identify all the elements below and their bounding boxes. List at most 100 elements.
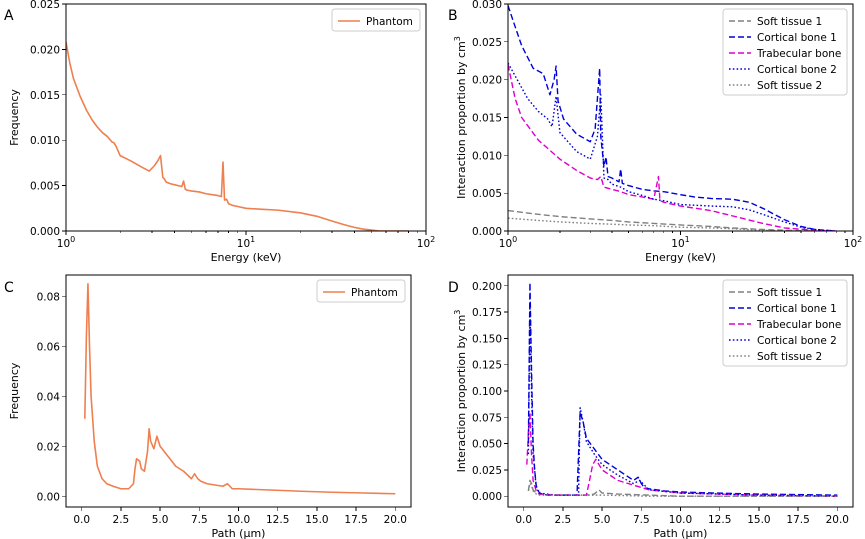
y-tick-label: 0.000	[472, 491, 502, 503]
x-tick-label: 100	[57, 235, 75, 250]
legend-frame	[331, 8, 421, 32]
y-tick-label: 0.025	[472, 37, 502, 49]
y-tick-label: 0.150	[472, 333, 502, 345]
y-tick-label: 0.030	[472, 0, 502, 11]
y-tick-label: 0.005	[472, 188, 502, 200]
legend-label: Soft tissue 2	[757, 351, 822, 363]
x-tick-label: 12.5	[708, 514, 731, 526]
legend-label: Phantom	[351, 287, 398, 299]
y-tick-label: 0.100	[472, 386, 502, 398]
legend: Phantom	[316, 279, 406, 303]
y-tick-label: 0.075	[472, 412, 502, 424]
x-tick-label: 15.0	[305, 514, 328, 526]
x-tick-label: 2.5	[113, 514, 130, 526]
series-line-soft-tissue-2	[508, 217, 815, 231]
x-tick-label: 17.5	[786, 514, 809, 526]
x-axis-label: Path (µm)	[654, 527, 708, 539]
x-tick-label: 0.0	[73, 514, 90, 526]
x-tick-label: 100	[499, 235, 517, 250]
y-axis-label: Frequency	[8, 89, 21, 146]
y-tick-label: 0.010	[30, 135, 60, 147]
x-tick-label: 101	[671, 235, 689, 250]
y-tick-label: 0.000	[30, 226, 60, 238]
x-tick-label: 20.0	[826, 514, 849, 526]
x-tick-label: 15.0	[747, 514, 770, 526]
x-axis-label: Energy (keV)	[645, 251, 716, 264]
series-group	[508, 5, 837, 231]
panel-d: D 0.0 2.5 5.0 7.5 10.0 12.5 15.0 17.5 20.0 0.000 0.…	[448, 274, 854, 539]
legend-label: Soft tissue 2	[757, 80, 822, 92]
legend-frame	[722, 279, 848, 367]
legend-frame	[316, 279, 406, 303]
y-tick-label: 0.000	[472, 226, 502, 238]
series-line-phantom	[66, 41, 409, 231]
panel-letter: B	[448, 8, 458, 24]
x-tick-label: 10.0	[669, 514, 692, 526]
series-line-phantom	[84, 282, 396, 495]
legend-frame	[722, 8, 848, 96]
y-tick-label: 0.010	[472, 150, 502, 162]
y-tick-label: 0.08	[37, 291, 60, 303]
legend: Phantom	[331, 8, 421, 32]
x-tick-label: 7.5	[633, 514, 650, 526]
panel-letter: C	[4, 280, 14, 296]
y-tick-label: 0.025	[472, 465, 502, 477]
plot-frame	[65, 274, 412, 508]
series-line-trabecular-bone	[526, 411, 838, 497]
legend-label: Cortical bone 1	[757, 303, 837, 315]
y-axis-label: Interaction proportion by cm3	[453, 36, 468, 199]
series-group	[526, 281, 838, 497]
x-tick-label: 102	[417, 235, 435, 250]
panel-a: A 100 101 102 0.000 0.005 0.010 0.015 0.020 0.025…	[4, 0, 435, 264]
x-axis-label: Path (µm)	[212, 527, 266, 539]
y-tick-label: 0.175	[472, 307, 502, 319]
legend-label: Phantom	[366, 16, 413, 28]
legend-label: Soft tissue 1	[757, 287, 822, 299]
x-tick-label: 20.0	[384, 514, 407, 526]
legend: Soft tissue 1 Cortical bone 1 Trabecular b…	[722, 8, 848, 96]
series-line-cortical-bone-2	[508, 62, 837, 231]
y-axis-label: Frequency	[8, 362, 21, 419]
legend-label: Trabecular bone	[756, 319, 841, 331]
legend-label: Trabecular bone	[756, 48, 841, 60]
x-tick-label: 7.5	[191, 514, 208, 526]
x-tick-label: 10.0	[227, 514, 250, 526]
x-tick-label: 5.0	[594, 514, 611, 526]
legend-label: Cortical bone 2	[757, 335, 837, 347]
series-line-cortical-bone-2	[527, 306, 838, 497]
x-tick-label: 5.0	[152, 514, 169, 526]
panel-letter: A	[4, 8, 14, 24]
series-line-trabecular-bone	[508, 64, 837, 231]
panel-letter: D	[448, 280, 459, 296]
y-tick-label: 0.020	[472, 75, 502, 87]
y-tick-label: 0.015	[30, 90, 60, 102]
y-tick-label: 0.00	[37, 491, 60, 503]
x-tick-label: 12.5	[266, 514, 289, 526]
y-tick-label: 0.125	[472, 360, 502, 372]
series-group	[84, 282, 396, 495]
y-tick-label: 0.02	[37, 441, 60, 453]
series-group	[66, 41, 409, 231]
panel-c: C 0.0 2.5 5.0 7.5 10.0 12.5 15.0 17.5 20.0 0.00 0.0…	[4, 274, 412, 539]
y-tick-label: 0.025	[30, 0, 60, 11]
x-tick-label: 101	[237, 235, 255, 250]
y-tick-label: 0.050	[472, 439, 502, 451]
legend-label: Cortical bone 1	[757, 32, 837, 44]
y-tick-label: 0.020	[30, 44, 60, 56]
series-line-soft-tissue-2	[527, 482, 838, 497]
legend: Soft tissue 1 Cortical bone 1 Trabecular b…	[722, 279, 848, 367]
x-tick-label: 102	[844, 235, 862, 250]
legend-label: Cortical bone 2	[757, 64, 837, 76]
y-tick-label: 0.04	[37, 391, 61, 403]
series-line-cortical-bone-1	[508, 5, 837, 231]
y-tick-label: 0.06	[37, 341, 61, 353]
x-tick-label: 17.5	[344, 514, 367, 526]
y-axis-label: Interaction proportion by cm3	[453, 310, 468, 473]
y-tick-label: 0.015	[472, 113, 502, 125]
legend-label: Soft tissue 1	[757, 16, 822, 28]
x-axis-label: Energy (keV)	[211, 251, 282, 264]
y-tick-label: 0.200	[472, 281, 502, 293]
y-tick-label: 0.005	[30, 181, 60, 193]
x-tick-label: 0.0	[515, 514, 532, 526]
